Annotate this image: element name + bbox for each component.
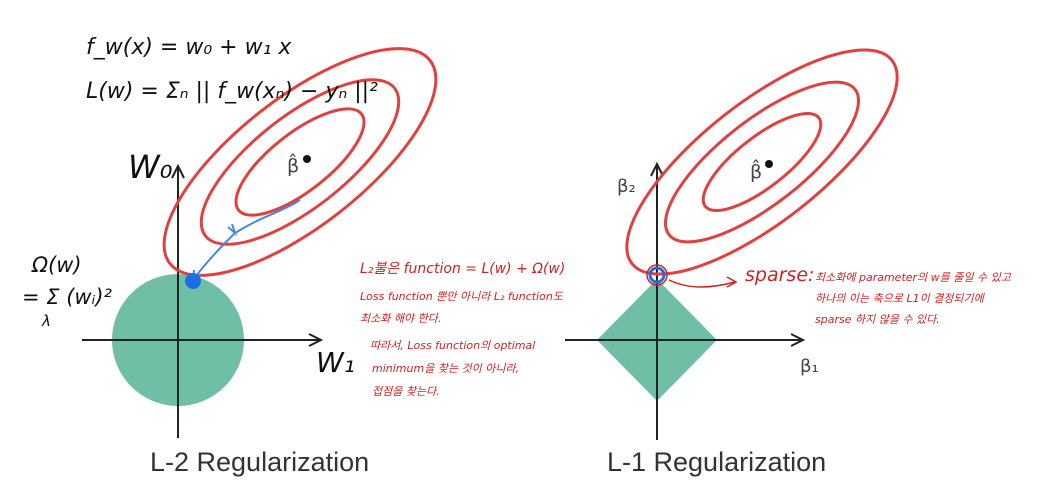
l1-sparse-note-3: sparse 하지 않을 수 있다. xyxy=(815,313,940,326)
l2-contour-outer xyxy=(162,47,438,277)
l1-sparse-arrow xyxy=(668,279,736,288)
l2-notes: L₂불은 function = L(w) + Ω(w) Loss functio… xyxy=(360,261,565,398)
l2-contour-2 xyxy=(199,78,401,246)
l1-sparse-note-2: 하나의 이는 축으로 L1이 결정되기에 xyxy=(815,292,986,305)
l1-x-arrow xyxy=(790,333,806,347)
l2-formula-model: f_w(x) = w₀ + w₁ x xyxy=(86,35,292,60)
l1-y-arrow xyxy=(650,161,664,177)
l1-axis-y-label: β₂ xyxy=(617,176,636,197)
l1-beta-hat-label: β̂ xyxy=(750,159,762,183)
l1-contour-3 xyxy=(701,111,823,213)
l2-omega-line1: Ω(w) xyxy=(31,253,82,277)
l1-sparse-note-1: 최소화에 parameter의 w를 줄일 수 있고 xyxy=(815,271,1012,284)
l1-tangent-ring xyxy=(646,264,668,286)
l2-note-6: 접점을 찾는다. xyxy=(372,385,440,398)
l2-contour-3 xyxy=(234,107,366,217)
l1-caption: L-1 Regularization xyxy=(607,447,827,477)
l2-x-arrow xyxy=(308,333,324,347)
l1-axis-x-label: β₁ xyxy=(800,356,819,377)
l2-axis-x-label: W₁ xyxy=(316,346,355,379)
l2-formula-loss: L(w) = Σₙ || f_w(xₙ) − yₙ ||² xyxy=(86,79,378,104)
l2-axis-y-label: W₀ xyxy=(128,148,173,186)
l2-beta-hat-label: β̂ xyxy=(287,153,299,177)
l2-y-arrow xyxy=(171,163,185,179)
l2-descent-arrow-1 xyxy=(227,223,238,237)
l1-panel: β̂ β₂ β₁ sparse: 최소화에 parameter의 w를 줄일 수… xyxy=(565,48,1012,440)
l1-sparse-arrowhead xyxy=(726,276,738,288)
l2-note-2: Loss function 뿐만 아니라 L₂ function도 xyxy=(360,290,564,303)
l2-note-1: L₂불은 function = L(w) + Ω(w) xyxy=(360,261,565,277)
l2-beta-hat-point xyxy=(303,155,311,163)
l2-panel: β̂ W₀ W₁ f_w(x) = w₀ + w₁ x L(w) = Σₙ ||… xyxy=(22,35,565,438)
l1-beta-hat-point xyxy=(765,160,773,168)
l1-contour-outer xyxy=(625,48,899,276)
l2-note-4: 따라서, Loss function의 optimal xyxy=(370,339,535,352)
l2-omega-index: λ xyxy=(41,312,51,330)
l1-contour-2 xyxy=(663,80,861,244)
l2-caption: L-2 Regularization xyxy=(150,447,370,477)
l2-note-3: 최소화 해야 한다. xyxy=(360,312,441,325)
l2-omega-line2: = Σ (wᵢ)² xyxy=(22,285,113,309)
l1-tangent-point xyxy=(648,266,666,284)
l2-tangent-point xyxy=(185,273,201,289)
l2-note-5: minimum을 찾는 것이 아니라, xyxy=(372,362,519,375)
l1-sparse-label: sparse: xyxy=(745,264,814,286)
